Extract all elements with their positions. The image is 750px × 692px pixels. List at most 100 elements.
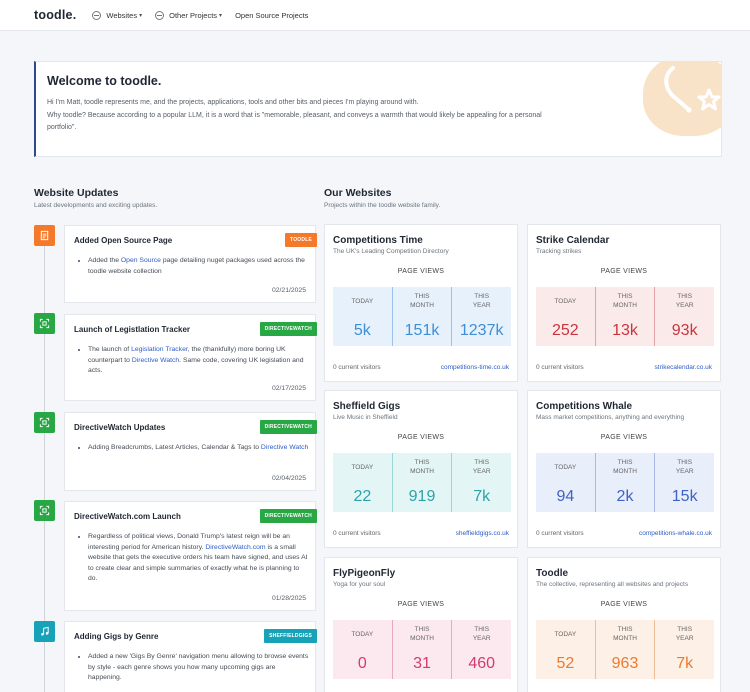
stat-this-year-label: THIS YEAR xyxy=(675,626,694,642)
stat-this-year: THIS YEAR 460 xyxy=(451,620,511,679)
globe-icon xyxy=(155,10,165,20)
website-name[interactable]: Competitions Time xyxy=(333,235,423,246)
website-card: Strike Calendar Tracking strikes PAGE VIEW… xyxy=(527,224,721,382)
update-body: Regardless of political views, Donald Tr… xyxy=(88,532,310,585)
website-name[interactable]: FlyPigeonFly xyxy=(333,568,396,579)
update-title[interactable]: Launch of Legistlation Tracker xyxy=(74,325,191,334)
update-link[interactable]: Directive Watch xyxy=(260,444,309,451)
website-link[interactable]: sheffieldgigs.co.uk xyxy=(455,530,509,537)
stat-this-month: THIS MONTH 31 xyxy=(391,620,452,679)
current-visitors: 0 current visitors xyxy=(333,530,381,537)
update-link[interactable]: Directive Watch xyxy=(131,356,180,364)
stat-this-month-value: 963 xyxy=(611,655,639,672)
heart-illustration-icon xyxy=(643,62,721,136)
website-link[interactable]: competitions-time.co.uk xyxy=(440,364,509,371)
updates-subtitle: Latest developments and exciting updates… xyxy=(34,202,158,209)
stat-this-year: THIS YEAR 7k xyxy=(654,620,714,679)
update-card: DirectiveWatch.com Launch DIRECTIVEWATCH R… xyxy=(64,501,317,611)
page-views-label: PAGE VIEWS xyxy=(397,434,445,441)
stat-this-year-label: THIS YEAR xyxy=(675,293,694,309)
update-date: 02/21/2025 xyxy=(271,287,306,294)
stat-today: TODAY 22 xyxy=(333,453,392,512)
page-views-label: PAGE VIEWS xyxy=(397,268,445,275)
update-title[interactable]: Adding Gigs by Genre xyxy=(74,632,159,641)
update-bullet: Added a new 'Gigs By Genre' navigation m… xyxy=(88,652,310,684)
navbar: toodle. Websites ▾ Other Projects ▾ Open… xyxy=(0,0,750,31)
stat-this-year-value: 93k xyxy=(671,322,698,339)
nav-websites[interactable]: Websites ▾ xyxy=(92,10,142,20)
nav-open-source[interactable]: Open Source Projects xyxy=(235,11,308,20)
update-card: DirectiveWatch Updates DIRECTIVEWATCH Addi… xyxy=(64,412,317,491)
update-title[interactable]: Added Open Source Page xyxy=(74,236,173,245)
website-link[interactable]: strikecalendar.co.uk xyxy=(654,364,712,371)
page-views-stats: TODAY 252 THIS MONTH 13k THIS YEAR 93k xyxy=(536,287,714,346)
stat-this-year: THIS YEAR 15k xyxy=(654,453,714,512)
page-views-stats: TODAY 5k THIS MONTH 151k THIS YEAR 1237k xyxy=(333,287,511,346)
website-tagline: The collective, representing all website… xyxy=(536,581,689,588)
document-icon xyxy=(34,225,55,246)
page-views-stats: TODAY 22 THIS MONTH 919 THIS YEAR 7k xyxy=(333,453,511,512)
nav-other-projects-label: Other Projects xyxy=(169,10,218,20)
nav-other-projects[interactable]: Other Projects ▾ xyxy=(155,10,223,20)
stat-this-year-value: 7k xyxy=(676,655,694,672)
update-badge[interactable]: DIRECTIVEWATCH xyxy=(259,509,317,523)
websites-title: Our Websites xyxy=(324,187,392,199)
stat-this-month-value: 31 xyxy=(413,655,431,672)
stat-this-month-label: THIS MONTH xyxy=(613,293,637,309)
page-views-label: PAGE VIEWS xyxy=(600,268,648,275)
website-tagline: Live Music in Sheffield xyxy=(333,414,398,421)
nav-open-source-label: Open Source Projects xyxy=(235,10,309,20)
page-views-label: PAGE VIEWS xyxy=(600,434,648,441)
update-link[interactable]: Legislation Tracker xyxy=(131,346,188,353)
music-icon xyxy=(34,621,55,642)
update-date: 02/17/2025 xyxy=(271,385,306,392)
stat-this-month-label: THIS MONTH xyxy=(410,459,434,475)
update-badge[interactable]: SHEFFIELDGIGS xyxy=(264,629,317,643)
globe-icon xyxy=(92,10,102,20)
stat-this-month-value: 151k xyxy=(404,322,440,339)
stat-this-year-label: THIS YEAR xyxy=(472,626,491,642)
website-card: FlyPigeonFly Yoga for your soul PAGE VIEWS… xyxy=(324,557,518,692)
update-bullet: Adding Breadcrumbs, Latest Articles, Cal… xyxy=(88,443,310,454)
nav-websites-label: Websites xyxy=(106,10,138,20)
update-link[interactable]: Open Source xyxy=(120,257,161,264)
timeline-line xyxy=(44,235,45,692)
update-title[interactable]: DirectiveWatch Updates xyxy=(74,423,166,432)
stat-this-month: THIS MONTH 963 xyxy=(594,620,655,679)
update-body: Added the Open Source page detailing nug… xyxy=(88,256,310,277)
stat-today-label: TODAY xyxy=(554,464,577,471)
current-visitors: 0 current visitors xyxy=(536,530,584,537)
update-link[interactable]: DirectiveWatch.com xyxy=(205,543,266,551)
stat-this-month: THIS MONTH 919 xyxy=(391,453,452,512)
welcome-title: Welcome to toodle. xyxy=(47,74,162,88)
current-visitors: 0 current visitors xyxy=(333,364,381,371)
update-body: Added a new 'Gigs By Genre' navigation m… xyxy=(88,652,310,684)
stat-this-month: THIS MONTH 13k xyxy=(594,287,655,346)
update-badge[interactable]: DIRECTIVEWATCH xyxy=(259,322,317,336)
website-name[interactable]: Strike Calendar xyxy=(536,235,610,246)
website-name[interactable]: Competitions Whale xyxy=(536,401,633,412)
welcome-intro: Hi I'm Matt, toodle represents me, and t… xyxy=(47,99,419,106)
update-card: Adding Gigs by Genre SHEFFIELDGIGS Added a… xyxy=(64,621,317,692)
stat-this-month: THIS MONTH 2k xyxy=(594,453,655,512)
website-link[interactable]: competitions-whale.co.uk xyxy=(639,530,712,537)
stat-this-month-value: 2k xyxy=(616,488,634,505)
stat-today-label: TODAY xyxy=(554,631,577,638)
brand-logo[interactable]: toodle. xyxy=(34,8,77,22)
website-name[interactable]: Toodle xyxy=(536,568,569,579)
update-badge[interactable]: DIRECTIVEWATCH xyxy=(259,420,317,434)
update-title[interactable]: DirectiveWatch.com Launch xyxy=(74,512,181,521)
stat-today-label: TODAY xyxy=(351,631,374,638)
stat-this-year-value: 7k xyxy=(473,488,491,505)
update-body: Adding Breadcrumbs, Latest Articles, Cal… xyxy=(88,443,310,454)
stat-this-year: THIS YEAR 93k xyxy=(654,287,714,346)
stat-this-year-label: THIS YEAR xyxy=(675,459,694,475)
chevron-down-icon: ▾ xyxy=(219,12,223,19)
stat-today-value: 0 xyxy=(357,655,367,672)
website-name[interactable]: Sheffield Gigs xyxy=(333,401,401,412)
stat-today-label: TODAY xyxy=(351,464,374,471)
welcome-panel: Welcome to toodle. Hi I'm Matt, toodle r… xyxy=(34,61,722,157)
update-badge[interactable]: TOODLE xyxy=(285,233,317,247)
update-card: Launch of Legistlation Tracker DIRECTIVEW… xyxy=(64,314,317,401)
updates-title: Website Updates xyxy=(34,187,119,199)
